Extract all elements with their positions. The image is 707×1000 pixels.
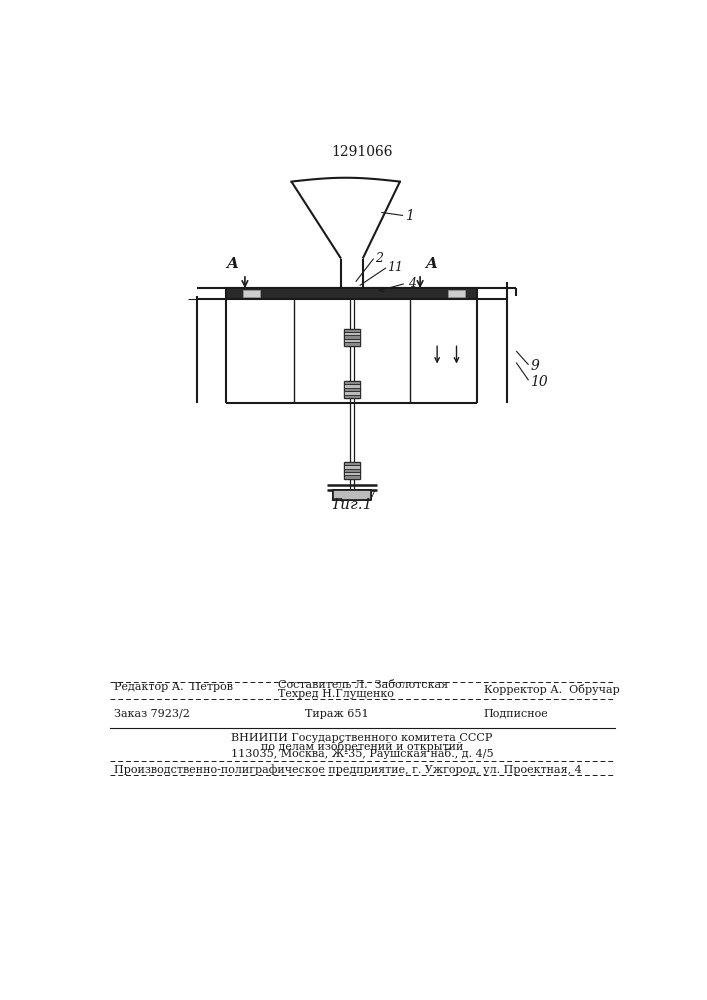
Text: Заказ 7923/2: Заказ 7923/2 (114, 709, 189, 719)
Bar (344, 329, 360, 332)
Bar (344, 384, 360, 388)
Bar (344, 391, 360, 395)
Text: Техред Н.Глущенко: Техред Н.Глущенко (279, 689, 394, 699)
Bar (344, 381, 360, 384)
Bar (243, 290, 260, 297)
Text: Редактор А.  Петров: Редактор А. Петров (114, 682, 233, 692)
Text: 1291066: 1291066 (331, 145, 392, 159)
Bar (344, 475, 360, 479)
Text: 113035, Москва, Ж-35, Раушская наб., д. 4/5: 113035, Москва, Ж-35, Раушская наб., д. … (230, 748, 493, 759)
Bar (344, 388, 360, 391)
Bar (344, 465, 360, 469)
Text: 11: 11 (387, 261, 404, 274)
Bar (226, 288, 477, 299)
Text: 2: 2 (375, 252, 383, 265)
Bar (332, 490, 371, 500)
Text: Производственно-полиграфическое предприятие, г. Ужгород, ул. Проектная, 4: Производственно-полиграфическое предприя… (114, 764, 582, 775)
Bar (344, 335, 360, 339)
Bar (344, 472, 360, 475)
Text: A: A (226, 257, 238, 271)
Text: Корректор А.  Обручар: Корректор А. Обручар (484, 684, 619, 695)
Bar (344, 332, 360, 335)
Text: 1: 1 (404, 209, 414, 223)
Text: по делам изобретений и открытий: по делам изобретений и открытий (261, 741, 463, 752)
Text: ВНИИПИ Государственного комитета СССР: ВНИИПИ Государственного комитета СССР (231, 733, 493, 743)
Text: 4: 4 (408, 277, 416, 290)
Bar (344, 339, 360, 342)
Text: 9: 9 (530, 359, 539, 373)
Text: A: A (425, 257, 437, 271)
Bar (344, 395, 360, 398)
Text: 10: 10 (530, 375, 548, 389)
Bar (344, 469, 360, 472)
Text: Составитель Л.  Заболотская: Составитель Л. Заболотская (279, 680, 448, 690)
Bar (344, 342, 360, 346)
Bar (448, 290, 465, 297)
Text: Подписное: Подписное (484, 709, 549, 719)
Bar (344, 462, 360, 465)
Text: Τиг.1: Τиг.1 (331, 498, 373, 512)
Text: Тираж 651: Тираж 651 (305, 709, 369, 719)
